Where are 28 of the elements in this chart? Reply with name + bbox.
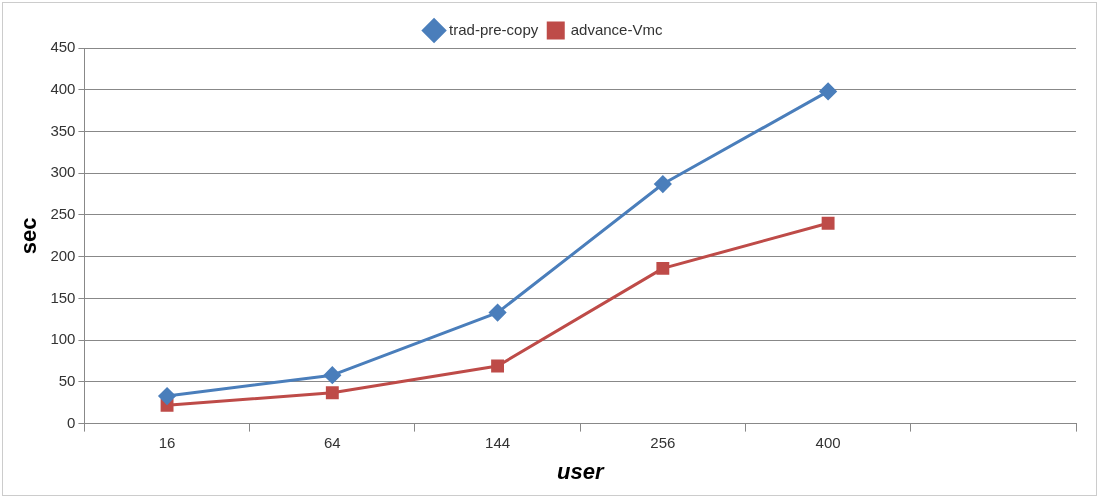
x-tick-label: 144 bbox=[485, 433, 511, 451]
y-tick-label: 300 bbox=[50, 163, 76, 181]
legend-label: advance-Vmc bbox=[570, 20, 663, 38]
y-tick-label: 200 bbox=[50, 246, 76, 264]
point bbox=[654, 175, 672, 193]
y-tick-label: 250 bbox=[50, 205, 76, 223]
y-axis-title: sec bbox=[16, 217, 42, 255]
y-tick-label: 350 bbox=[50, 121, 76, 139]
point bbox=[158, 387, 176, 405]
point bbox=[656, 261, 670, 275]
x-axis-title: user bbox=[556, 458, 605, 484]
point bbox=[821, 216, 835, 230]
point bbox=[491, 359, 505, 373]
point bbox=[489, 304, 507, 322]
x-tick-label: 400 bbox=[815, 433, 841, 451]
x-tick-label: 256 bbox=[650, 433, 676, 451]
x-tick-label: 64 bbox=[323, 433, 341, 451]
y-tick-label: 400 bbox=[50, 79, 76, 97]
y-tick-label: 100 bbox=[50, 330, 76, 348]
point bbox=[325, 386, 339, 400]
point bbox=[819, 82, 837, 100]
y-tick-label: 450 bbox=[50, 38, 76, 56]
y-tick-label: 50 bbox=[58, 372, 76, 390]
point bbox=[323, 366, 341, 384]
x-tick-label: 16 bbox=[158, 433, 176, 451]
legend-label: trad-pre-copy bbox=[449, 20, 539, 38]
y-tick-label: 0 bbox=[67, 413, 76, 431]
y-tick-label: 150 bbox=[50, 288, 76, 306]
